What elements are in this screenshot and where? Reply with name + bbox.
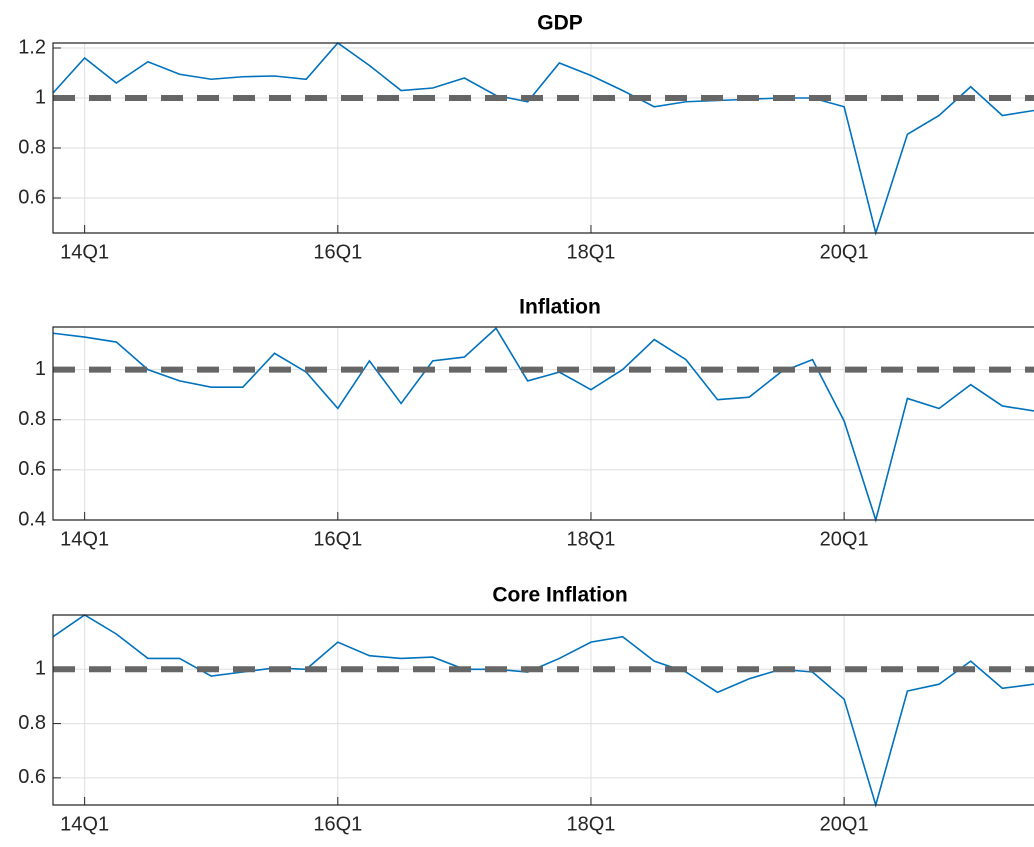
data-line: [52, 614, 1034, 808]
y-tick-label: 0.6: [18, 766, 46, 788]
x-tick-label: 16Q1: [313, 813, 362, 835]
subplot-title: GDP: [537, 12, 583, 35]
x-tick-label: 18Q1: [566, 813, 615, 835]
data-line: [52, 41, 1034, 236]
axes-box: [52, 614, 1034, 806]
x-tick-label: 20Q1: [820, 528, 869, 550]
axes-box: [52, 42, 1034, 234]
x-tick-label: 16Q1: [313, 528, 362, 550]
x-tick-label: 18Q1: [566, 528, 615, 550]
x-tick-label: 20Q1: [820, 241, 869, 263]
x-tick-label: 18Q1: [566, 241, 615, 263]
y-tick-label: 1: [35, 658, 46, 680]
x-tick-label: 16Q1: [313, 241, 362, 263]
subplot: GDP 0.6 0.8 1 1.2 14Q1 16Q1 18Q1 20Q1: [18, 12, 1034, 263]
x-tick-label: 14Q1: [60, 813, 109, 835]
y-tick-label: 0.8: [18, 136, 46, 158]
x-tick-label: 14Q1: [60, 528, 109, 550]
axes-box: [52, 326, 1034, 521]
subplot-title: Inflation: [519, 296, 601, 319]
x-tick-label: 14Q1: [60, 241, 109, 263]
y-tick-label: 0.6: [18, 186, 46, 208]
y-tick-label: 0.6: [18, 458, 46, 480]
y-tick-label: 1.2: [18, 36, 46, 58]
subplot-title: Core Inflation: [492, 584, 627, 607]
data-line: [52, 327, 1034, 523]
x-tick-label: 20Q1: [820, 813, 869, 835]
subplot: Core Inflation 0.6 0.8 1 14Q1 16Q1 18Q1 20Q1: [18, 584, 1034, 835]
y-tick-label: 0.8: [18, 408, 46, 430]
subplot: Inflation 0.4 0.6 0.8 1 14Q1 16Q1 18Q1 20Q1: [18, 296, 1034, 550]
y-tick-label: 0.8: [18, 712, 46, 734]
y-tick-label: 1: [35, 358, 46, 380]
y-tick-label: 1: [35, 86, 46, 108]
y-tick-label: 0.4: [18, 508, 46, 530]
